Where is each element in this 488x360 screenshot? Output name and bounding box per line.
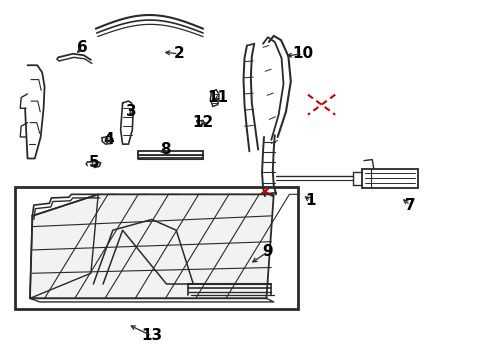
Text: 12: 12	[192, 115, 213, 130]
Text: 9: 9	[262, 244, 273, 259]
Text: 7: 7	[404, 198, 415, 213]
Text: 8: 8	[160, 142, 170, 157]
Text: 3: 3	[126, 104, 137, 120]
Text: 11: 11	[207, 90, 228, 105]
Text: 2: 2	[173, 46, 183, 61]
Text: 13: 13	[141, 328, 162, 343]
Text: 6: 6	[77, 40, 88, 55]
Text: 5: 5	[89, 155, 100, 170]
Bar	[15, 187, 298, 309]
Text: 4: 4	[103, 132, 114, 147]
Text: 1: 1	[305, 193, 315, 208]
Polygon shape	[30, 194, 273, 298]
Text: 10: 10	[292, 46, 313, 61]
Bar	[361, 168, 417, 188]
